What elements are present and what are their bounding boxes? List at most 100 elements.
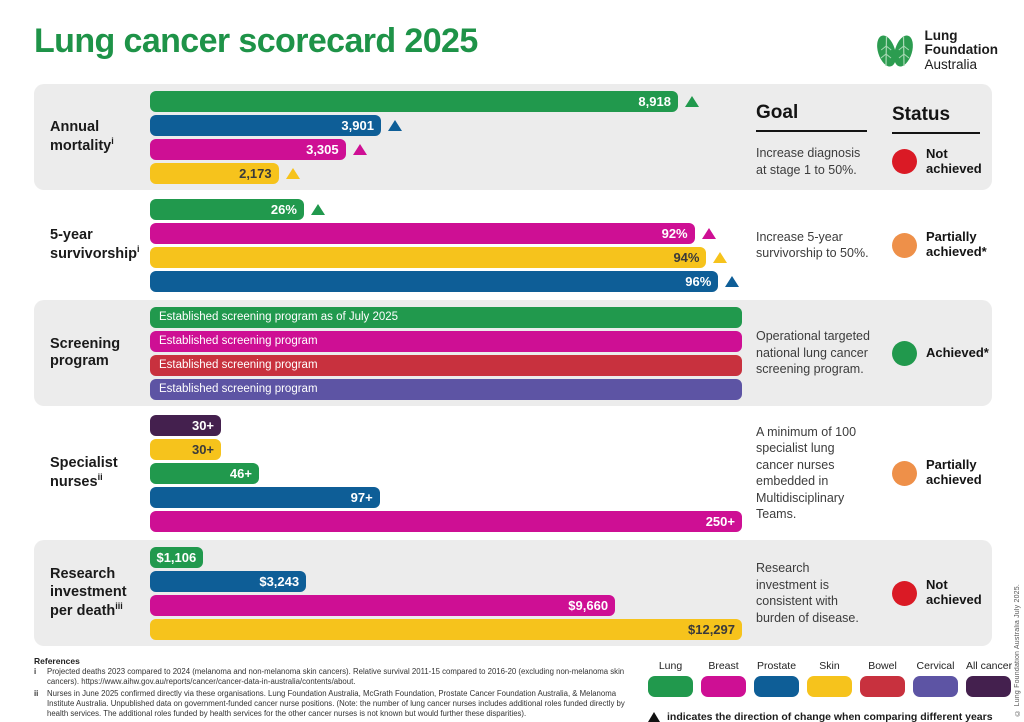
bar-skin: $12,297 (150, 618, 742, 640)
bar-value-label: 94% (673, 249, 700, 265)
reference-text: Projected deaths 2023 compared to 2024 (… (47, 667, 625, 687)
bar-lung: 26% (150, 198, 304, 220)
bar-prostate: 97+ (150, 486, 380, 508)
scorecard-row-screening-program: Screening program Established screening p… (34, 300, 992, 406)
legend-item-prostate: Prostate (754, 660, 799, 697)
legend-item-bowel: Bowel (860, 660, 905, 697)
status-label: Partially achieved* (926, 229, 987, 259)
references-block: References i Projected deaths 2023 compar… (34, 656, 634, 722)
bar-breast: 3,305 (150, 138, 346, 160)
bar-row-skin: $12,297 (150, 618, 742, 640)
bar-prostate: $3,243 (150, 570, 307, 592)
bar-chart: 30+ 30+ 46+ 97+ 250+ (150, 413, 742, 533)
bar-breast: Established screening program (150, 330, 742, 352)
legend-label: Bowel (868, 660, 897, 672)
row-label-text: 5-year survivorship (50, 226, 138, 262)
logo-line3: Australia (924, 56, 978, 72)
bar-value-label: 2,173 (239, 165, 272, 181)
row-label-cell: Annual mortalityi (44, 89, 150, 185)
bar-skin: 94% (150, 246, 707, 268)
bar-row-lung: $1,106 (150, 546, 742, 568)
bar-row-breast: 3,305 (150, 138, 742, 160)
bar-value-label: 26% (270, 201, 297, 217)
page-header: Lung cancer scorecard 2025 Lung Foundati… (0, 0, 1024, 80)
reference-marker: i (34, 667, 37, 676)
bar-value-label: $9,660 (568, 597, 609, 613)
row-label-text: Research investment per death (50, 566, 127, 619)
status-label: Partially achieved (926, 457, 982, 487)
reference-marker: iii (34, 721, 47, 722)
legend-label: Breast (708, 660, 739, 672)
bar-lung: 8,918 (150, 90, 678, 112)
scorecard-rows: Annual mortalityi 8,918 3,901 3,305 2,173 Goa… (34, 84, 992, 646)
legend-color-chip (648, 676, 693, 697)
legend-item-cervical: Cervical (913, 660, 958, 697)
copyright-text: © Lung Foundation Australia July 2025. (1014, 584, 1021, 716)
row-label: Research investment per deathiii (44, 566, 150, 619)
bar-row-breast: $9,660 (150, 594, 742, 616)
up-arrow-indicator-icon (285, 167, 300, 179)
up-arrow-indicator-icon (725, 275, 740, 287)
status-cell: Achieved* (878, 305, 989, 401)
reference-item: i Projected deaths 2023 compared to 2024 … (34, 667, 634, 687)
bar-lung: 46+ (150, 462, 259, 484)
bar-row-lung: Established screening program as of July… (150, 306, 742, 328)
bar-row-breast: 92% (150, 222, 742, 244)
goal-cell: Research investment is consistent with b… (742, 545, 878, 641)
bar-row-skin: 94% (150, 246, 742, 268)
legend-color-chip (860, 676, 905, 697)
references-heading: References (34, 656, 80, 666)
legend-label: Lung (658, 660, 683, 672)
goal-text: Operational targeted national lung cance… (756, 329, 870, 377)
bar-row-prostate: 97+ (150, 486, 742, 508)
goal-text: Increase 5-year survivorship to 50%. (756, 229, 869, 261)
row-label-superscript: ii (97, 472, 103, 483)
reference-text: Nurses in June 2025 confirmed directly v… (47, 688, 625, 718)
status-indicator: Not achieved (892, 146, 984, 177)
bar-row-bowel: Established screening program (150, 354, 742, 376)
bar-chart: 26% 92% 94% 96% (150, 197, 742, 293)
bar-row-cervical: Established screening program (150, 378, 742, 400)
bar-value-label: 250+ (705, 513, 735, 529)
logo-wordmark: Lung Foundation Australia (925, 29, 998, 71)
status-dot-icon (892, 232, 917, 258)
row-label-text: Specialist nurses (50, 454, 118, 490)
bar-value-label: Established screening program (159, 359, 318, 371)
bar-row-skin: 2,173 (150, 162, 742, 184)
goal-cell: Operational targeted national lung cance… (742, 305, 878, 401)
references-list: i Projected deaths 2023 compared to 2024 … (34, 667, 634, 722)
bar-row-prostate: $3,243 (150, 570, 742, 592)
status-label: Not achieved (926, 577, 982, 607)
up-arrow-indicator-icon (701, 227, 716, 239)
bar-row-prostate: 3,901 (150, 114, 742, 136)
legend-label: All cancer (966, 660, 1013, 672)
bar-row-breast: Established screening program (150, 330, 742, 352)
goal-cell: A minimum of 100 specialist lung cancer … (742, 413, 878, 533)
bar-row-all-cancer: 30+ (150, 414, 742, 436)
status-indicator: Not achieved (892, 577, 984, 608)
bar-breast: $9,660 (150, 594, 616, 616)
bar-skin: 30+ (150, 438, 222, 460)
status-dot-icon (892, 149, 917, 174)
legend-color-chip (701, 676, 746, 697)
reference-marker: ii (34, 688, 39, 698)
bar-cervical: Established screening program (150, 378, 742, 400)
row-label-superscript: i (137, 244, 140, 255)
up-arrow-indicator-icon (684, 95, 699, 107)
row-label-cell: Specialist nursesii (44, 413, 150, 533)
page-footer: References i Projected deaths 2023 compar… (0, 648, 1024, 722)
bar-lung: Established screening program as of July… (150, 306, 742, 328)
up-arrow-indicator-icon (352, 143, 367, 155)
status-cell: Partially achieved (878, 413, 984, 533)
bar-value-label: 92% (661, 225, 688, 241)
legend-item-breast: Breast (701, 660, 746, 697)
bar-bowel: Established screening program (150, 354, 742, 376)
status-cell: Not achieved (878, 545, 984, 641)
goal-column-header: Goal (756, 98, 868, 132)
bar-breast: 250+ (150, 510, 742, 532)
bar-row-prostate: 96% (150, 270, 742, 292)
status-indicator: Partially achieved (892, 457, 984, 488)
reference-item: ii Nurses in June 2025 confirmed directly… (34, 689, 634, 719)
scorecard-row-specialist-nurses: Specialist nursesii 30+ 30+ 46+ 97+ 250+ A min… (34, 408, 992, 538)
status-dot-icon (892, 580, 917, 606)
